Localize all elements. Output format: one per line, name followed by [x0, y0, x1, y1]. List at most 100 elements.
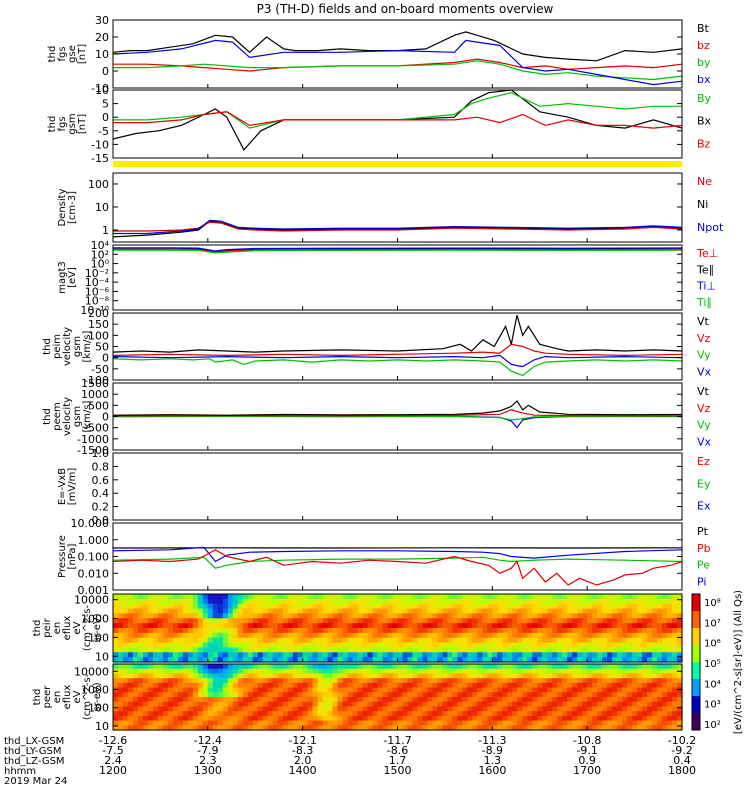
spectrogram-cell: [667, 664, 673, 670]
legend-entry: bz: [697, 39, 710, 52]
spectrogram-cell: [512, 706, 518, 712]
spectrogram-cell: [632, 657, 638, 663]
spectrogram-cell: [517, 618, 523, 624]
spectrogram-cell: [492, 603, 498, 610]
spectrogram-cell: [177, 668, 184, 675]
spectrogram-cell: [142, 711, 149, 717]
spectrogram-cell: [202, 668, 209, 675]
spectrogram-cell: [187, 682, 194, 689]
spectrogram-cell: [197, 613, 204, 619]
spectrogram-cell: [647, 657, 653, 663]
spectrogram-cell: [217, 613, 224, 619]
spectrogram-cell: [567, 725, 573, 731]
spectrogram-cell: [322, 706, 329, 712]
spectrogram-cell: [252, 720, 259, 726]
spectrogram-cell: [147, 725, 154, 731]
spectrogram-cell: [552, 668, 558, 675]
spectrogram-cell: [632, 706, 638, 712]
spectrogram-cell: [172, 725, 179, 731]
spectrogram-cell: [562, 628, 568, 634]
spectrogram-cell: [657, 603, 663, 610]
y-axis-label: peem: [52, 402, 63, 430]
spectrogram-cell: [617, 608, 623, 615]
spectrogram-cell: [377, 720, 384, 726]
spectrogram-cell: [377, 613, 384, 619]
spectrogram-cell: [252, 715, 259, 722]
spectrogram-cell: [227, 678, 234, 684]
spectrogram-cell: [327, 668, 334, 675]
spectrogram-cell: [297, 673, 304, 679]
spectrogram-cell: [287, 715, 294, 722]
spectrogram-cell: [357, 608, 364, 615]
spectrogram-cell: [352, 678, 359, 684]
spectrogram-cell: [322, 652, 329, 658]
spectrogram-cell: [557, 618, 563, 624]
spectrogram-cell: [567, 701, 573, 708]
spectrogram-cell: [362, 603, 369, 610]
colorbar-tick-label: 10⁸: [704, 598, 721, 609]
spectrogram-cell: [437, 608, 444, 615]
spectrogram-cell: [567, 642, 573, 649]
spectrogram-cell: [592, 668, 598, 675]
spectrogram-cell: [192, 664, 199, 670]
spectrogram-cell: [527, 598, 533, 605]
spectrogram-cell: [547, 668, 553, 675]
spectrogram-cell: [347, 678, 354, 684]
spectrogram-cell: [407, 664, 414, 670]
spectrogram-cell: [432, 594, 439, 600]
spectrogram-cell: [467, 637, 473, 644]
spectrogram-cell: [387, 692, 394, 698]
spectrogram-cell: [542, 608, 548, 615]
spectrogram-cell: [222, 613, 229, 619]
spectrogram-cell: [317, 682, 324, 689]
spectrogram-cell: [542, 673, 548, 679]
spectrogram-cell: [172, 673, 179, 679]
spectrogram-cell: [317, 697, 324, 703]
spectrogram-cell: [677, 682, 683, 689]
spectrogram-cell: [472, 715, 478, 722]
spectrogram-cell: [113, 603, 119, 610]
spectrogram-cell: [642, 637, 648, 644]
spectrogram-cell: [672, 687, 678, 693]
spectrogram-cell: [277, 642, 284, 649]
spectrogram-cell: [472, 682, 478, 689]
spectrogram-cell: [292, 725, 299, 731]
spectrogram-cell: [187, 613, 194, 619]
spectrogram-cell: [197, 725, 204, 731]
spectrogram-cell: [467, 673, 473, 679]
spectrogram-cell: [442, 594, 449, 600]
spectrogram-cell: [232, 697, 239, 703]
spectrogram-cell: [382, 647, 389, 653]
spectrogram-cell: [512, 603, 518, 610]
spectrogram-cell: [447, 682, 453, 689]
spectrogram-cell: [627, 598, 633, 605]
spectrogram-cell: [617, 637, 623, 644]
spectrogram-cell: [157, 678, 164, 684]
spectrogram-cell: [447, 701, 453, 708]
spectrogram-cell: [387, 711, 394, 717]
spectrogram-cell: [522, 608, 528, 615]
spectrogram-cell: [147, 637, 154, 644]
spectrogram-cell: [377, 664, 384, 670]
spectrogram-cell: [122, 711, 129, 717]
spectrogram-cell: [122, 608, 129, 615]
spectrogram-cell: [477, 673, 483, 679]
spectrogram-cell: [642, 618, 648, 624]
spectrogram-cell: [542, 632, 548, 639]
spectrogram-cell: [322, 664, 329, 670]
spectrogram-cell: [482, 613, 488, 619]
spectrogram-cell: [467, 628, 473, 634]
spectrogram-cell: [462, 715, 468, 722]
spectrogram-cell: [517, 697, 523, 703]
spectrogram-cell: [612, 697, 618, 703]
spectrogram-cell: [277, 678, 284, 684]
spectrogram-cell: [447, 697, 453, 703]
spectrogram-cell: [372, 608, 379, 615]
spectrogram-cell: [357, 603, 364, 610]
spectrogram-cell: [552, 598, 558, 605]
spectrogram-cell: [162, 642, 169, 649]
spectrogram-cell: [417, 715, 424, 722]
spectrogram-cell: [127, 715, 134, 722]
spectrogram-cell: [247, 608, 254, 615]
